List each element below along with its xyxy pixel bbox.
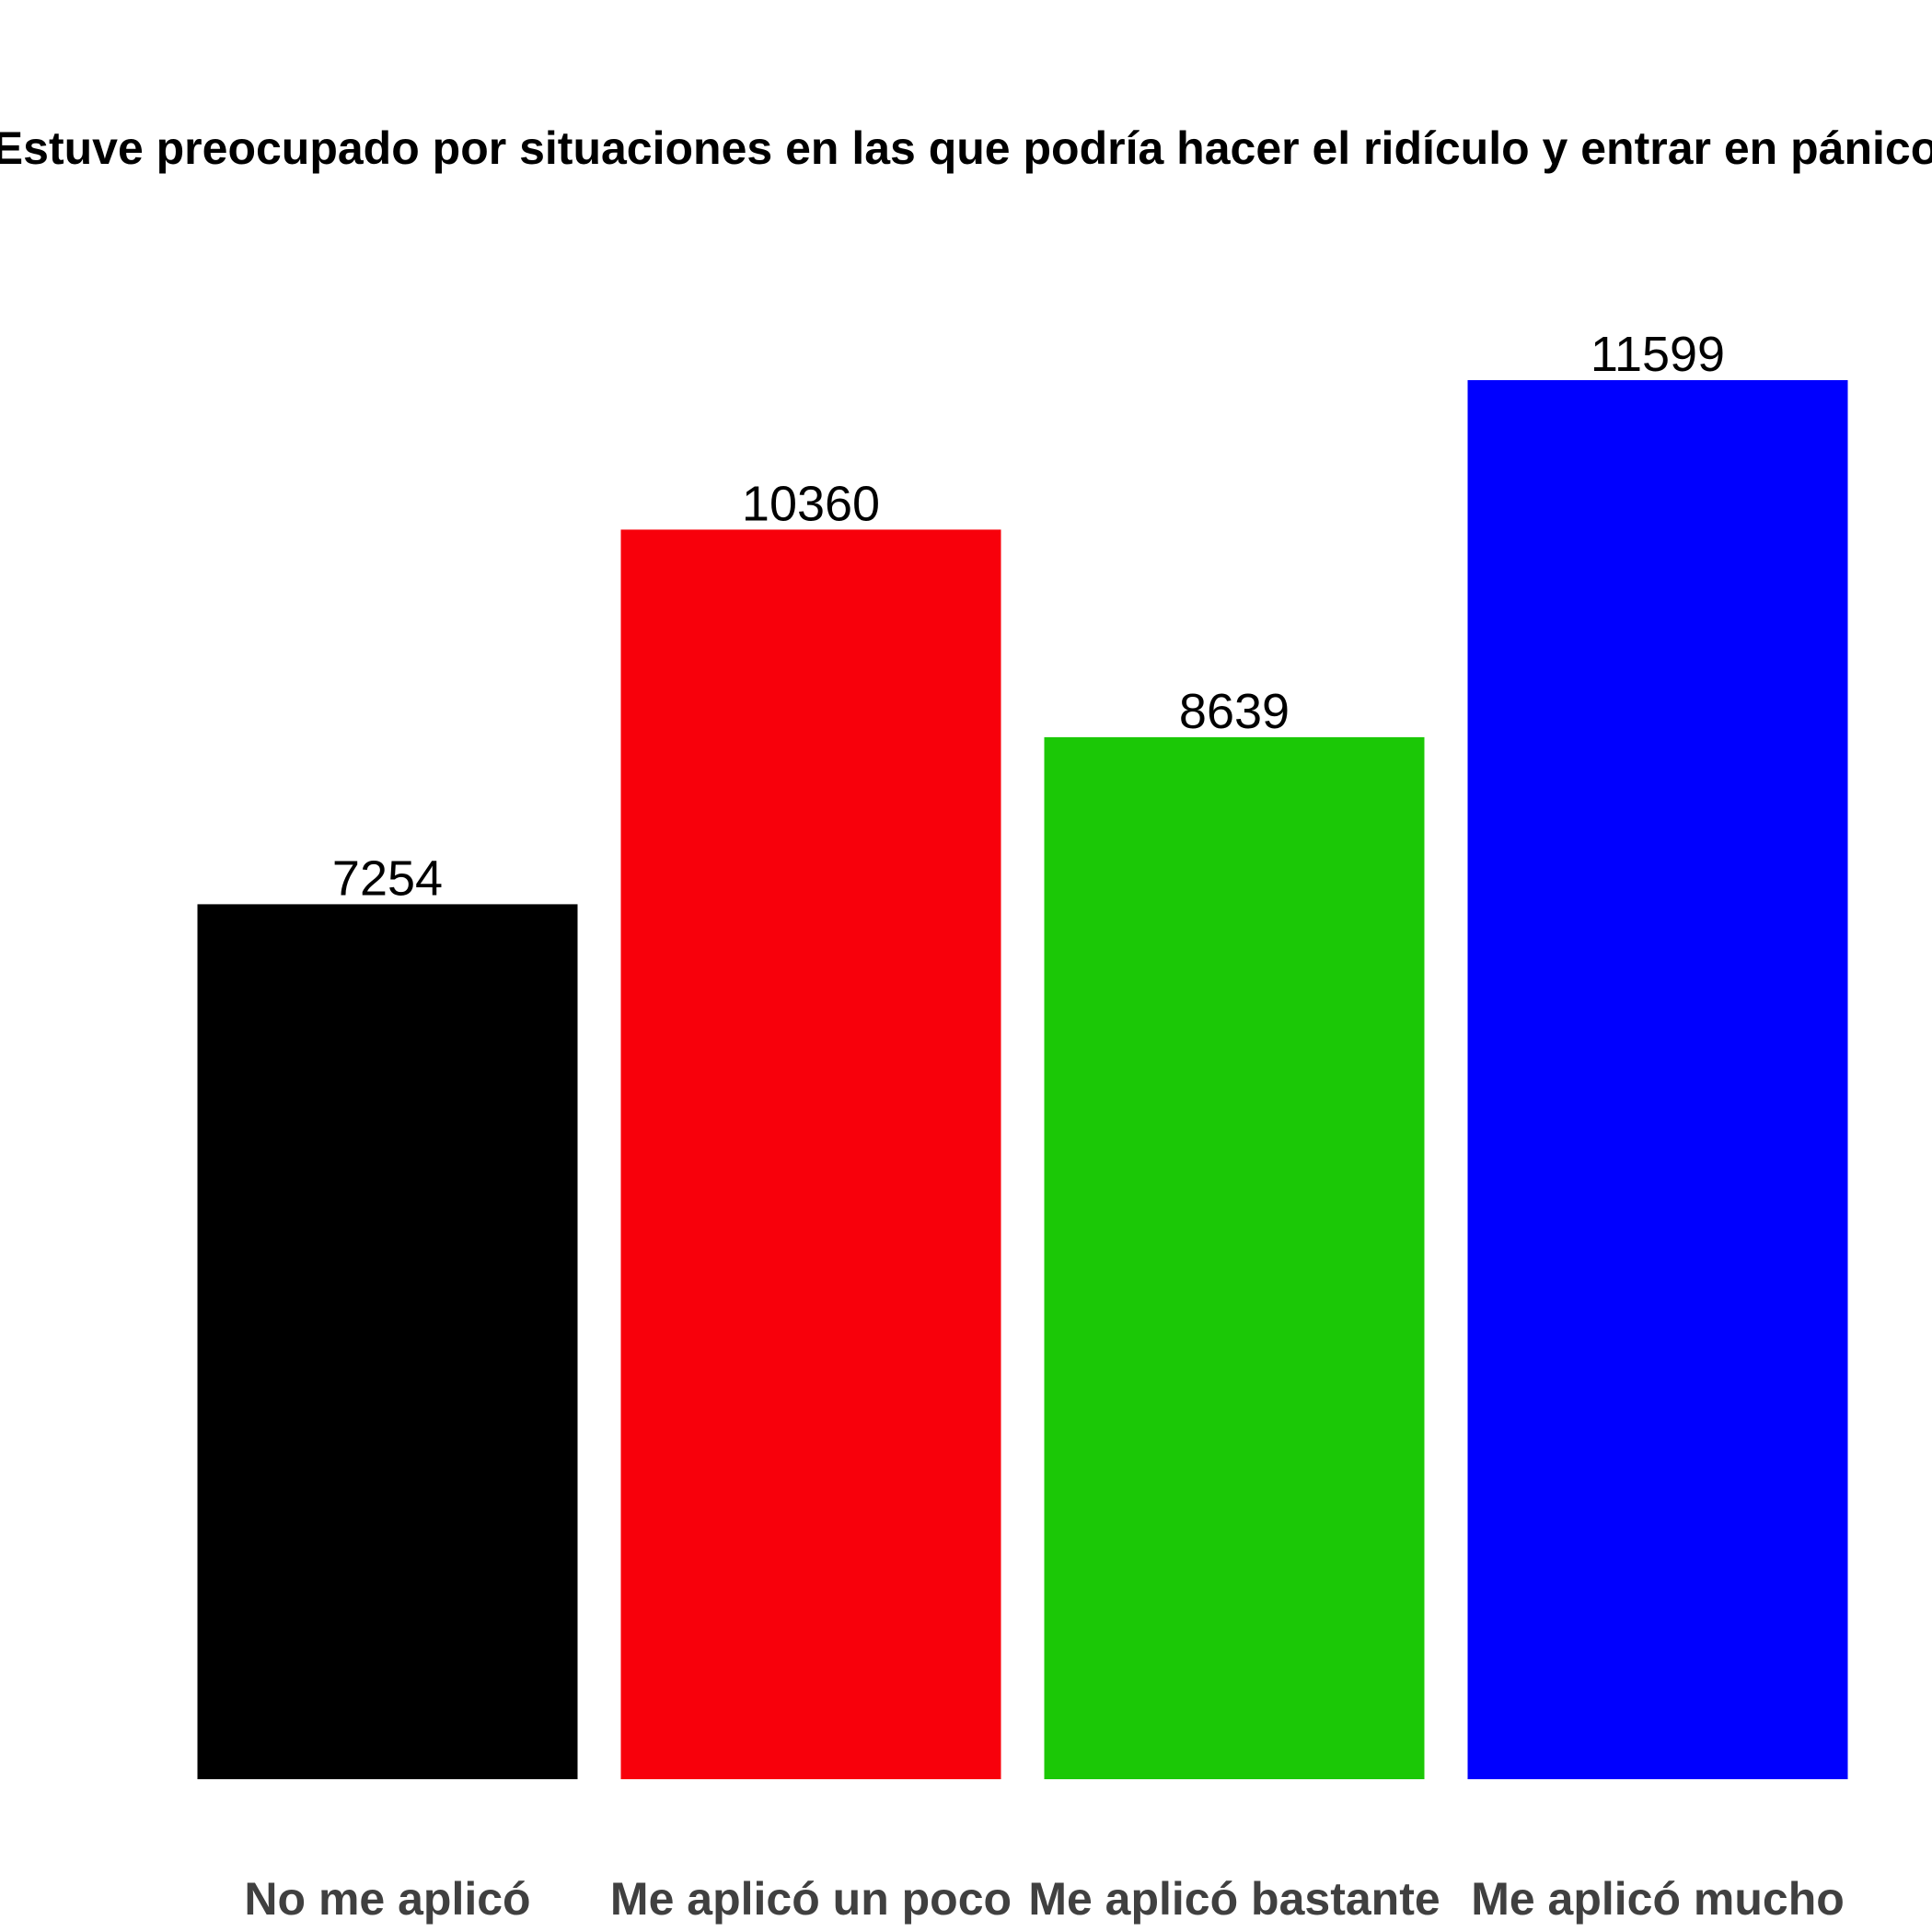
bar-1 [620,529,1001,1779]
chart-title: Estuve preocupado por situaciones en las… [0,122,1932,174]
value-label-0: 7254 [332,850,443,906]
value-label-3: 11599 [1591,327,1725,382]
value-labels-group: 7254 10360 8639 11599 [332,327,1725,906]
bars-group [197,380,1848,1779]
x-tick-labels-group: No me aplicó Me aplicó un poco Me aplicó b… [244,1873,1844,1925]
bar-0 [197,904,578,1779]
value-label-1: 10360 [742,476,880,531]
bar-2 [1044,736,1425,1779]
x-tick-label-3: Me aplicó mucho [1471,1873,1845,1925]
bar-3 [1467,380,1848,1779]
x-tick-label-2: Me aplicó bastante [1028,1873,1440,1925]
x-tick-label-1: Me aplicó un poco [610,1873,1012,1925]
value-label-2: 8639 [1179,684,1290,739]
x-tick-label-0: No me aplicó [244,1873,530,1925]
